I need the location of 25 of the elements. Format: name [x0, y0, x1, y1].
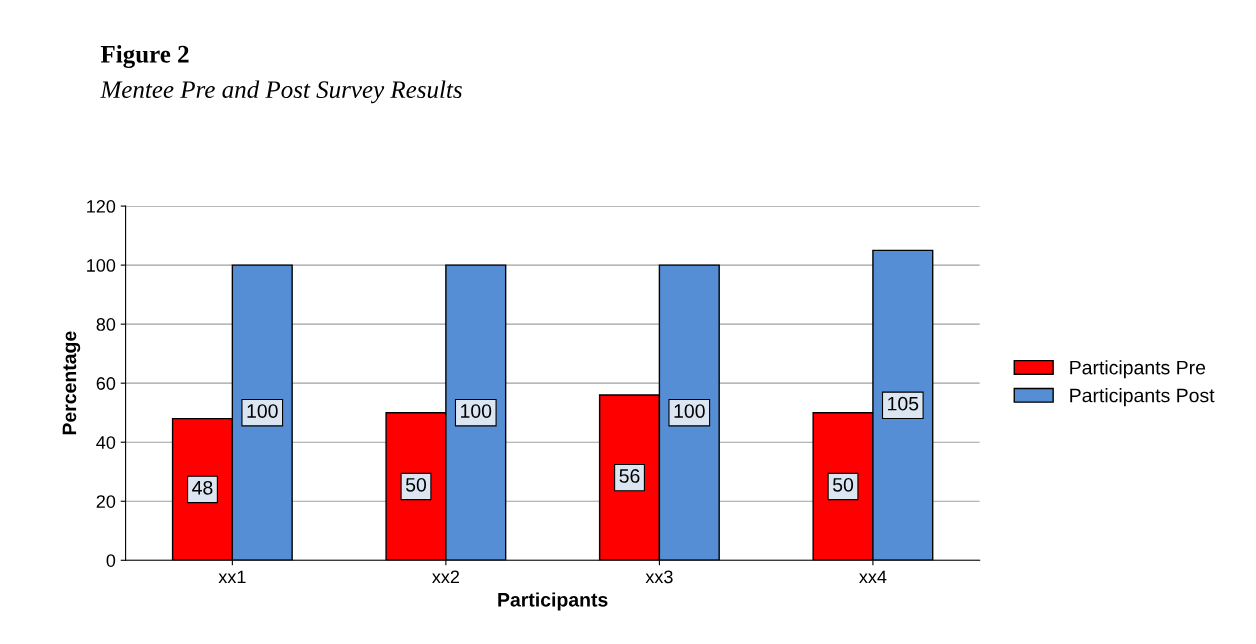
- x-tick-label: xx2: [432, 570, 460, 584]
- y-tick-label: 100: [87, 259, 116, 272]
- data-label: 56: [619, 469, 640, 483]
- legend-label: Participants Post: [1070, 388, 1215, 407]
- y-axis-title: Percentage: [62, 331, 81, 435]
- data-label: 100: [674, 404, 705, 418]
- x-tick-label: xx4: [859, 570, 887, 584]
- legend-label: Participants Pre: [1070, 360, 1206, 379]
- data-label: 50: [832, 477, 854, 492]
- data-label: 100: [247, 404, 278, 418]
- chart-subtitle: Mentee Pre and Post Survey Results: [100, 80, 462, 104]
- y-tick-label: 120: [87, 200, 116, 213]
- x-tick-label: xx3: [645, 570, 673, 584]
- data-label: 100: [461, 404, 492, 418]
- y-tick-label: 80: [96, 318, 116, 331]
- data-label: 50: [405, 477, 427, 492]
- x-tick-label: xx1: [218, 570, 246, 584]
- chart-title: Figure 2: [100, 45, 189, 68]
- y-tick-label: 0: [106, 554, 116, 567]
- y-tick-label: 40: [96, 436, 116, 449]
- y-tick-label: 20: [96, 495, 116, 508]
- data-label: 48: [192, 480, 213, 495]
- data-label: 105: [888, 396, 919, 411]
- x-axis-title: Participants: [498, 592, 608, 611]
- y-tick-label: 60: [96, 377, 116, 390]
